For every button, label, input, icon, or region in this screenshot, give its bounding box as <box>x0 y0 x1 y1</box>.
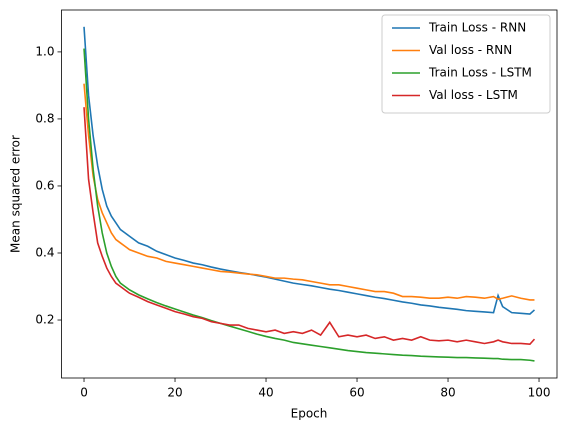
series-line <box>83 83 535 301</box>
y-tick-label: 0.2 <box>35 313 54 327</box>
x-axis-label: Epoch <box>291 407 328 421</box>
series-line <box>83 107 536 345</box>
legend-box <box>381 14 551 114</box>
series-line <box>83 26 536 315</box>
legend-label: Val loss - LSTM <box>429 88 518 102</box>
y-axis-label: Mean squared error <box>9 135 23 253</box>
x-tick-label: 60 <box>349 386 364 400</box>
y-tick-label: 0.4 <box>35 245 54 259</box>
legend-label: Train Loss - LSTM <box>428 66 532 80</box>
x-tick-label: 0 <box>80 386 88 400</box>
plot-frame <box>61 9 558 379</box>
x-tick-label: 40 <box>258 386 273 400</box>
series-line <box>83 48 535 362</box>
x-tick-label: 20 <box>167 386 182 400</box>
legend-label: Val loss - RNN <box>429 43 512 57</box>
y-tick-label: 0.6 <box>35 178 54 192</box>
x-tick-label: 80 <box>440 386 455 400</box>
legend-label: Train Loss - RNN <box>428 21 526 35</box>
x-tick-label: 100 <box>528 386 551 400</box>
y-tick-label: 1.0 <box>35 44 54 58</box>
y-tick-label: 0.8 <box>35 111 54 125</box>
